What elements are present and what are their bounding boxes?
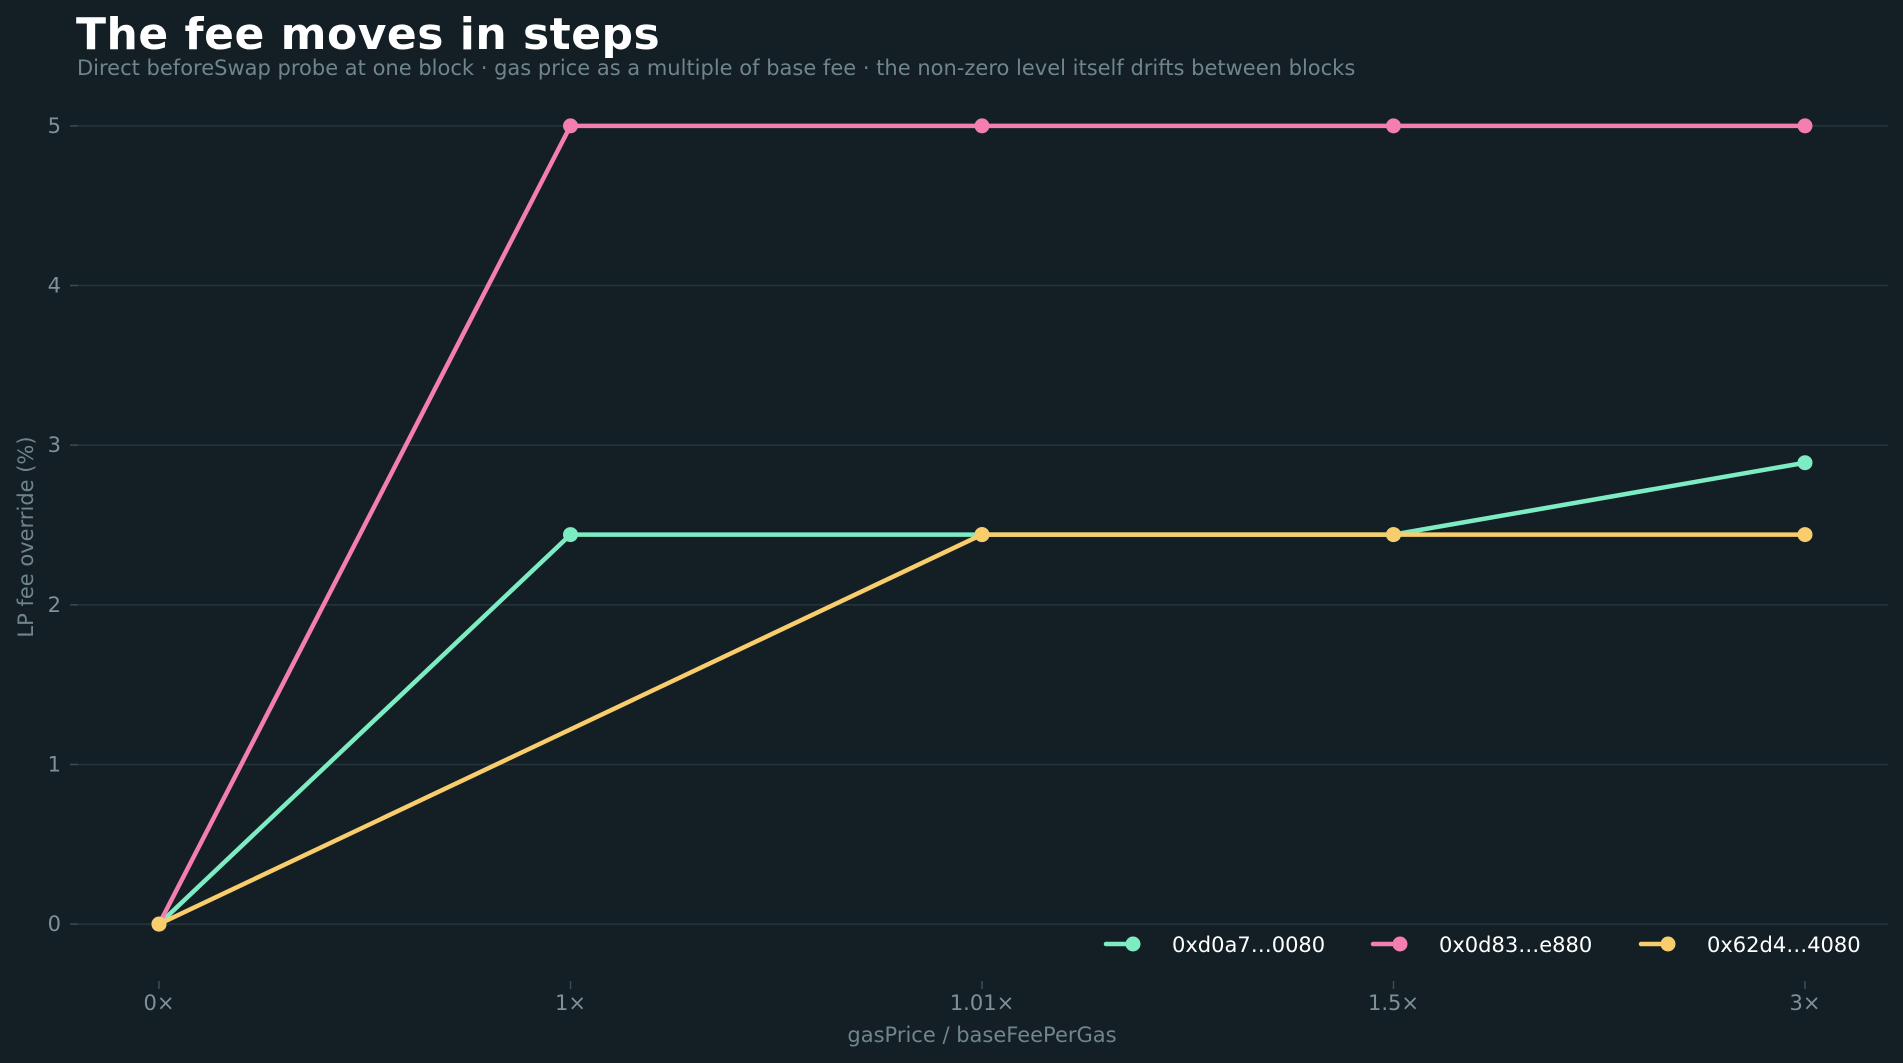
y-tick-label: 3 (48, 433, 61, 457)
legend-label: 0xd0a7…0080 (1172, 933, 1325, 957)
y-tick-label: 4 (48, 274, 61, 298)
y-tick-label: 2 (48, 593, 61, 617)
data-point (1797, 455, 1813, 471)
data-point (151, 916, 167, 932)
series-line (156, 123, 1808, 927)
x-tick-label: 0× (144, 991, 175, 1015)
chart-title: The fee moves in steps (76, 9, 661, 60)
x-tick-label: 1.01× (950, 991, 1014, 1015)
legend-label: 0x0d83…e880 (1439, 933, 1592, 957)
data-point (1386, 118, 1401, 134)
legend-swatch-marker (1392, 936, 1408, 952)
legend-swatch-marker (1660, 936, 1676, 952)
y-tick-label: 0 (48, 912, 61, 936)
data-point (974, 527, 990, 543)
x-tick-label: 1× (555, 991, 586, 1015)
data-point (1797, 118, 1813, 134)
data-point (563, 527, 578, 543)
y-axis-label: LP fee override (%) (14, 436, 38, 637)
data-point (1797, 527, 1813, 543)
chart-subtitle: Direct beforeSwap probe at one block · g… (77, 56, 1356, 80)
x-tick-label: 1.5× (1368, 991, 1419, 1015)
x-axis-label: gasPrice / baseFeePerGas (847, 1023, 1116, 1047)
x-tick-label: 3× (1790, 991, 1821, 1015)
data-point (563, 118, 578, 134)
y-tick-label: 1 (48, 752, 61, 776)
legend-swatch-marker (1125, 936, 1141, 952)
series-line (156, 532, 1808, 927)
y-tick-label: 5 (48, 114, 61, 138)
data-point (974, 118, 990, 134)
data-point (1386, 527, 1401, 543)
legend-label: 0x62d4…4080 (1707, 933, 1861, 957)
